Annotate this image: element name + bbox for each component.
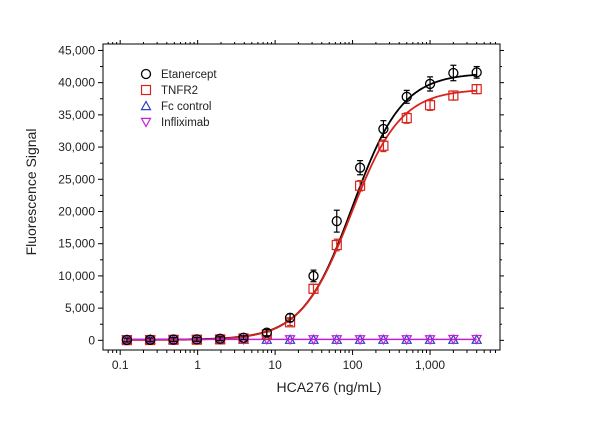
point-etanercept [261,327,272,338]
y-tick-label: 0 [88,333,95,347]
point-infliximab [307,335,320,346]
point-etanercept [471,67,482,78]
data-points [121,64,483,346]
point-tnfr2 [424,100,436,111]
point-etanercept [214,333,226,344]
point-tnfr2 [448,90,459,101]
x-tick-label: 10 [268,358,282,372]
point-etanercept [284,312,296,323]
point-etanercept [238,332,249,343]
y-axis: 0 5,000 10,000 15,000 20,000 25,000 30,000 35,0… [58,43,504,347]
point-tnfr2 [331,239,342,251]
legend-marker-infliximab [140,117,152,128]
fit-curve-etanercept [126,73,477,341]
y-tick-label: 40,000 [58,76,95,90]
x-tick-label: 0.1 [112,358,129,372]
point-etanercept [401,91,412,102]
point-etanercept [331,216,342,227]
y-tick-label: 30,000 [58,140,95,154]
x-tick-label: 1,000 [415,358,445,372]
point-infliximab [424,335,436,346]
point-etanercept [378,123,389,135]
y-tick-label: 5,000 [65,301,95,315]
x-tick-label: 100 [343,358,363,372]
point-infliximab [331,335,343,346]
point-etanercept [121,334,133,346]
y-tick-label: 25,000 [58,172,95,186]
y-axis-title: Fluorescence Signal [23,129,39,256]
plot-frame [102,43,501,351]
point-tnfr2 [401,112,412,124]
point-infliximab [471,334,483,345]
y-tick-label: 20,000 [58,204,95,218]
point-tnfr2 [471,83,482,95]
legend-label: Etanercept [161,69,217,81]
point-infliximab [447,334,459,345]
fit-curves [126,73,477,341]
point-tnfr2 [308,283,319,294]
x-tick-label: 1 [194,358,201,372]
point-tnfr2 [354,180,366,191]
legend-marker-fc-control [140,100,152,111]
legend-label: Fc control [161,101,212,113]
point-etanercept [424,78,436,90]
point-etanercept [354,162,366,173]
point-etanercept [308,270,319,282]
point-infliximab [214,335,226,346]
x-axis-title: HCA276 (ng/mL) [276,379,381,395]
legend-label: Infliximab [161,117,210,129]
legend-label: TNFR2 [161,85,198,97]
legend-marker-tnfr2 [140,84,152,96]
y-tick-label: 45,000 [58,43,95,57]
y-tick-label: 35,000 [58,108,95,122]
x-axis: 0.1 1 10 100 1,000 [107,40,497,372]
point-etanercept [168,334,179,345]
point-infliximab [377,335,389,346]
point-infliximab [354,335,366,346]
point-etanercept [145,334,156,345]
y-tick-label: 10,000 [58,269,95,283]
point-etanercept [191,334,203,345]
plot-border [102,43,501,351]
point-infliximab [284,335,296,346]
legend: Etanercept TNFR2 Fc control Infliximab [140,68,217,129]
point-infliximab [401,335,413,346]
point-tnfr2 [378,140,389,151]
y-tick-label: 15,000 [58,237,95,251]
point-etanercept [448,67,459,79]
legend-marker-etanercept [140,68,152,80]
